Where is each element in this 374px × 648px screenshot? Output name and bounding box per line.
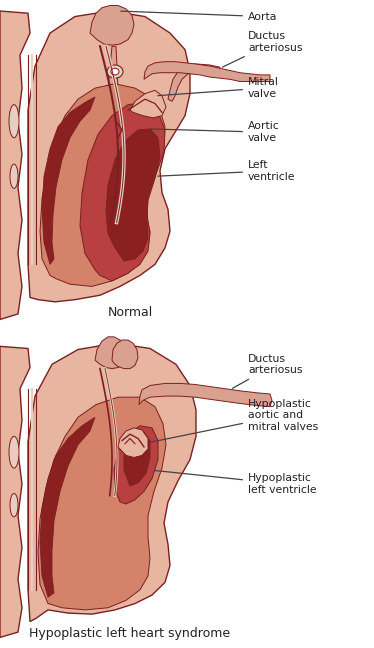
Ellipse shape xyxy=(10,164,18,189)
Polygon shape xyxy=(38,397,166,610)
Text: Mitral
valve: Mitral valve xyxy=(158,77,279,99)
Text: Ductus
arteriosus: Ductus arteriosus xyxy=(232,354,303,388)
Polygon shape xyxy=(40,417,95,597)
Polygon shape xyxy=(80,102,165,281)
Polygon shape xyxy=(124,432,150,486)
Polygon shape xyxy=(90,6,134,45)
Ellipse shape xyxy=(9,104,19,137)
Text: Aorta: Aorta xyxy=(121,11,278,21)
Text: Hypoplastic
left ventricle: Hypoplastic left ventricle xyxy=(155,470,317,495)
Text: Aortic
valve: Aortic valve xyxy=(151,121,280,143)
Polygon shape xyxy=(139,384,272,407)
Ellipse shape xyxy=(111,68,119,75)
Polygon shape xyxy=(130,90,166,118)
Polygon shape xyxy=(0,346,30,638)
Text: Normal: Normal xyxy=(107,307,153,319)
Polygon shape xyxy=(112,340,138,369)
Ellipse shape xyxy=(10,494,18,516)
Polygon shape xyxy=(118,428,148,457)
Polygon shape xyxy=(144,62,270,82)
Polygon shape xyxy=(168,64,220,101)
Polygon shape xyxy=(28,11,190,302)
Text: Hypoplastic
aortic and
mitral valves: Hypoplastic aortic and mitral valves xyxy=(151,399,318,442)
Text: Left
ventricle: Left ventricle xyxy=(158,160,295,181)
Polygon shape xyxy=(95,337,126,369)
Text: Ductus
arteriosus: Ductus arteriosus xyxy=(223,31,303,67)
Polygon shape xyxy=(28,343,196,621)
Polygon shape xyxy=(106,129,160,261)
Polygon shape xyxy=(40,84,165,286)
Ellipse shape xyxy=(9,436,19,468)
Ellipse shape xyxy=(107,65,123,78)
Polygon shape xyxy=(114,426,158,504)
Polygon shape xyxy=(0,11,30,319)
Text: Hypoplastic left heart syndrome: Hypoplastic left heart syndrome xyxy=(30,627,230,640)
Polygon shape xyxy=(105,46,118,93)
Polygon shape xyxy=(42,97,95,264)
